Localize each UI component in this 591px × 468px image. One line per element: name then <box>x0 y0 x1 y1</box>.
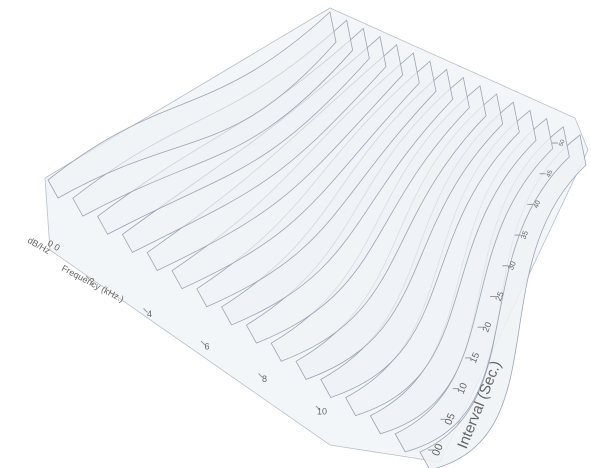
ridge <box>47 11 337 199</box>
y-tick-label: 20 <box>481 320 494 333</box>
x-tick-label: 6 <box>204 341 209 351</box>
x-tick <box>143 308 148 313</box>
x-tick <box>200 340 206 346</box>
y-tick-label: 50 <box>559 138 567 147</box>
x-tick-label: 4 <box>147 309 152 319</box>
x-tick <box>85 275 91 281</box>
y-tick-label: 05 <box>442 411 458 426</box>
y-tick-label: 40 <box>533 200 542 210</box>
x-tick-label: 2 <box>89 276 94 286</box>
x-tick-label: 8 <box>262 374 267 384</box>
y-tick-label: 25 <box>493 290 506 303</box>
ridge <box>419 134 587 468</box>
y-tick-label: 15 <box>468 351 482 365</box>
surface-ridges <box>47 11 587 468</box>
y-tick-label: 00 <box>430 442 446 458</box>
y-tick-label: 45 <box>545 169 554 179</box>
y-tick-label: 30 <box>506 259 518 271</box>
x-tick-label: 10 <box>317 406 327 416</box>
y-tick-label: 35 <box>519 229 530 240</box>
y-tick-label: 10 <box>456 381 471 396</box>
x-tick <box>315 405 321 411</box>
x-tick <box>258 373 263 378</box>
